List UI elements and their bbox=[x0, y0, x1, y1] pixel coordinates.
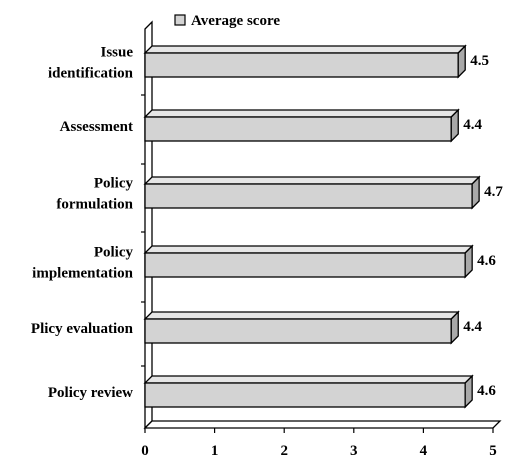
category-label-line: implementation bbox=[32, 266, 133, 282]
x-tick-label: 4 bbox=[420, 443, 428, 459]
bar-top-face bbox=[143, 375, 474, 384]
x-tick-label: 3 bbox=[350, 443, 358, 459]
x-tick-label: 2 bbox=[280, 443, 288, 459]
category-label-line: Issue bbox=[100, 45, 133, 61]
legend: Average score bbox=[174, 13, 280, 29]
bar-top-face bbox=[143, 245, 474, 254]
bar bbox=[144, 382, 466, 408]
category-label: Plicy evaluation bbox=[31, 321, 134, 337]
category-label: Issue identification bbox=[48, 45, 134, 82]
category-label-line: Assessment bbox=[60, 119, 133, 135]
bar bbox=[144, 52, 459, 78]
bar-side-face bbox=[464, 374, 473, 409]
x-tick-labels: 0 1 2 3 4 5 bbox=[141, 443, 497, 459]
legend-swatch bbox=[174, 14, 186, 26]
category-label-line: Policy review bbox=[48, 385, 133, 401]
bar-side-face bbox=[471, 175, 480, 210]
category-label: Policy review bbox=[48, 385, 133, 401]
bar-side-face bbox=[450, 108, 459, 143]
bar-side-face bbox=[457, 44, 466, 79]
data-label: 4.4 bbox=[463, 319, 482, 335]
category-labels: Issue identification Assessment Policy formu… bbox=[31, 45, 134, 402]
x-tick-label: 1 bbox=[211, 443, 219, 459]
category-label-line: Policy bbox=[94, 176, 134, 192]
category-label: Policy implementation bbox=[32, 245, 133, 282]
x-axis-floor bbox=[143, 420, 502, 429]
bar bbox=[144, 116, 452, 142]
bar bbox=[144, 252, 466, 278]
data-label: 4.5 bbox=[470, 53, 489, 69]
bar-top-face bbox=[143, 109, 460, 118]
bars bbox=[143, 44, 481, 409]
x-tick-label: 5 bbox=[489, 443, 497, 459]
bar-side-face bbox=[464, 244, 473, 279]
y-axis-wall bbox=[144, 20, 153, 430]
category-label-line: Plicy evaluation bbox=[31, 321, 134, 337]
category-label-line: formulation bbox=[56, 197, 133, 213]
bar bbox=[144, 318, 452, 344]
data-label: 4.7 bbox=[484, 184, 503, 200]
bar bbox=[144, 183, 473, 209]
data-label: 4.4 bbox=[463, 117, 482, 133]
legend-label: Average score bbox=[191, 13, 280, 29]
category-label-line: identification bbox=[48, 66, 134, 82]
data-label: 4.6 bbox=[477, 383, 496, 399]
bar-top-face bbox=[143, 311, 460, 320]
axes bbox=[141, 20, 502, 433]
x-tick-label: 0 bbox=[141, 443, 149, 459]
category-label: Assessment bbox=[60, 119, 133, 135]
category-label-line: Policy bbox=[94, 245, 134, 261]
data-label: 4.6 bbox=[477, 253, 496, 269]
bar-top-face bbox=[143, 45, 467, 54]
category-label: Policy formulation bbox=[56, 176, 133, 213]
bar-side-face bbox=[450, 310, 459, 345]
value-labels: 4.5 4.4 4.7 4.6 4.4 4.6 bbox=[463, 53, 503, 399]
bar-top-face bbox=[143, 176, 481, 185]
